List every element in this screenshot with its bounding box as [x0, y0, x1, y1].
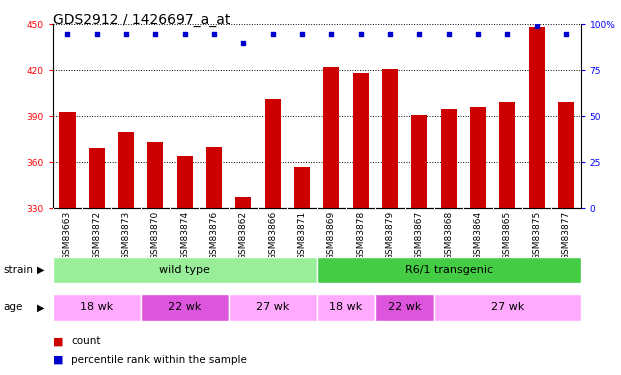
Text: 27 wk: 27 wk [256, 303, 289, 312]
Text: 22 wk: 22 wk [388, 303, 422, 312]
Text: GSM83878: GSM83878 [356, 210, 365, 260]
Text: GSM83871: GSM83871 [297, 210, 307, 260]
Text: GSM83879: GSM83879 [386, 210, 394, 260]
Point [297, 31, 307, 37]
Point [443, 31, 453, 37]
Text: ■: ■ [53, 336, 63, 346]
Bar [60, 112, 76, 375]
Bar [53, 257, 317, 283]
Bar [53, 294, 141, 321]
Text: GSM83865: GSM83865 [503, 210, 512, 260]
Point [238, 40, 248, 46]
Text: ▶: ▶ [37, 265, 45, 275]
Bar [206, 147, 222, 375]
Text: GSM83873: GSM83873 [122, 210, 130, 260]
Text: 18 wk: 18 wk [329, 303, 363, 312]
Point [268, 31, 278, 37]
Bar [89, 148, 105, 375]
Bar [558, 102, 574, 375]
Text: GSM83869: GSM83869 [327, 210, 336, 260]
Text: percentile rank within the sample: percentile rank within the sample [71, 355, 247, 365]
Text: count: count [71, 336, 101, 346]
Point [502, 31, 512, 37]
Text: 22 wk: 22 wk [168, 303, 201, 312]
Text: GSM83872: GSM83872 [93, 210, 101, 260]
Point [356, 31, 366, 37]
Text: GDS2912 / 1426697_a_at: GDS2912 / 1426697_a_at [53, 13, 230, 27]
Point [92, 31, 102, 37]
Bar [317, 257, 581, 283]
Bar [317, 294, 375, 321]
Text: GSM83876: GSM83876 [209, 210, 219, 260]
Text: ▶: ▶ [37, 303, 45, 312]
Text: GSM83862: GSM83862 [239, 210, 248, 260]
Bar [441, 109, 456, 375]
Bar [470, 107, 486, 375]
Bar [382, 69, 398, 375]
Bar [118, 132, 134, 375]
Bar [141, 294, 229, 321]
Text: GSM83864: GSM83864 [473, 210, 483, 260]
Bar [294, 167, 310, 375]
Text: wild type: wild type [160, 265, 210, 275]
Text: strain: strain [3, 265, 33, 275]
Text: R6/1 transgenic: R6/1 transgenic [405, 265, 492, 275]
Bar [177, 156, 193, 375]
Text: GSM83870: GSM83870 [151, 210, 160, 260]
Point [561, 31, 571, 37]
Bar [434, 294, 581, 321]
Bar [499, 102, 515, 375]
Point [180, 31, 190, 37]
Bar [528, 27, 545, 375]
Bar [375, 294, 434, 321]
Point [327, 31, 337, 37]
Text: ■: ■ [53, 355, 63, 365]
Text: GSM83877: GSM83877 [561, 210, 571, 260]
Bar [324, 67, 340, 375]
Point [63, 31, 73, 37]
Bar [265, 99, 281, 375]
Text: GSM83874: GSM83874 [180, 210, 189, 260]
Bar [235, 197, 252, 375]
Bar [229, 294, 317, 321]
Text: 18 wk: 18 wk [80, 303, 114, 312]
Text: GSM83663: GSM83663 [63, 210, 72, 260]
Point [385, 31, 395, 37]
Text: GSM83868: GSM83868 [444, 210, 453, 260]
Text: age: age [3, 303, 22, 312]
Point [414, 31, 424, 37]
Text: GSM83875: GSM83875 [532, 210, 541, 260]
Point [473, 31, 483, 37]
Text: 27 wk: 27 wk [491, 303, 524, 312]
Bar [147, 142, 163, 375]
Point [121, 31, 131, 37]
Text: GSM83867: GSM83867 [415, 210, 424, 260]
Point [532, 23, 542, 29]
Text: GSM83866: GSM83866 [268, 210, 277, 260]
Point [209, 31, 219, 37]
Point [150, 31, 160, 37]
Bar [411, 115, 427, 375]
Bar [353, 74, 369, 375]
